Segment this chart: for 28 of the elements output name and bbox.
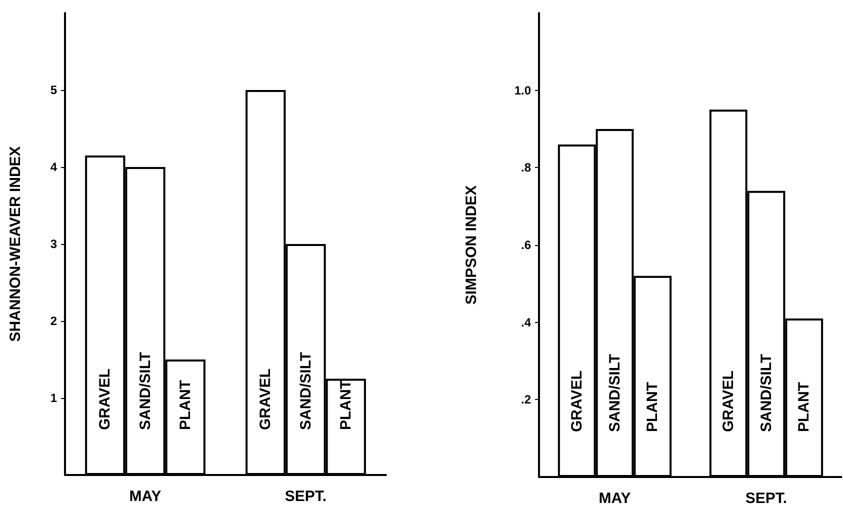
y-tick-label: .4: [520, 315, 532, 330]
y-tick-label: .8: [520, 160, 532, 175]
y-tick-label: 1: [50, 391, 58, 405]
text: GRAVEL: [720, 370, 737, 432]
text: PLANT: [176, 380, 194, 430]
text: PLANT: [796, 382, 813, 432]
series-label: SAND/SILT: [136, 352, 154, 430]
series-label: PLANT: [337, 380, 354, 430]
text: SAND/SILT: [297, 352, 314, 430]
y-tick-label: .2: [520, 392, 532, 407]
text: SAND/SILT: [758, 354, 775, 432]
y-axis-title: SIMPSON INDEX: [463, 185, 480, 305]
series-label: SAND/SILT: [606, 354, 624, 432]
y-tick-label: 2: [50, 314, 58, 328]
series-label: GRAVEL: [568, 370, 586, 432]
y-tick-label: 1.0: [514, 83, 532, 98]
y-tick-label: 5: [50, 83, 58, 97]
text: GRAVEL: [257, 368, 274, 430]
series-label: GRAVEL: [96, 368, 114, 430]
y-tick-label: .6: [520, 238, 532, 252]
x-tick-label: MAY: [598, 490, 631, 507]
y-tick-label: 3: [50, 237, 58, 251]
y-axis-title: SHANNON-WEAVER INDEX: [7, 146, 24, 342]
x-tick-label: SEPT.: [745, 490, 788, 507]
x-tick-label: MAY: [129, 488, 162, 505]
x-tick-label: SEPT.: [284, 488, 327, 505]
series-label: PLANT: [644, 382, 662, 432]
y-tick-label: 4: [50, 160, 58, 174]
